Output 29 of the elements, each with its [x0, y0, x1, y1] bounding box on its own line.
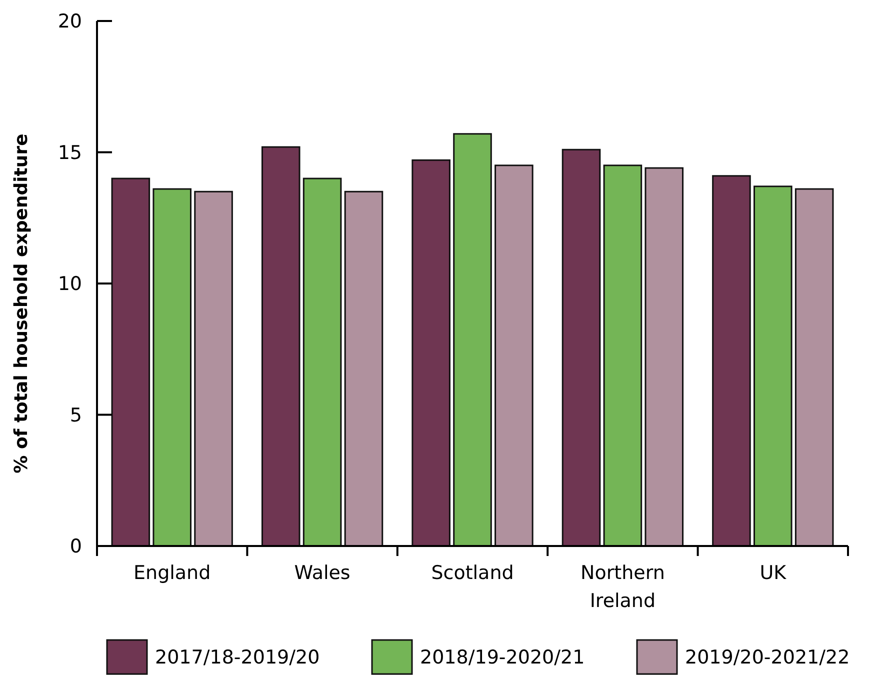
- bar: [453, 133, 492, 547]
- bar: [754, 186, 792, 547]
- bar: [344, 190, 384, 547]
- bar: [302, 178, 342, 547]
- legend-label: 2019/20-2021/22: [685, 646, 850, 669]
- x-tick-label: Scotland: [431, 562, 514, 584]
- y-axis-title: % of total household expenditure: [11, 134, 32, 474]
- y-tick-label: 15: [58, 142, 82, 164]
- bar: [412, 159, 450, 547]
- bar: [261, 146, 300, 547]
- legend-label: 2018/19-2020/21: [420, 646, 585, 669]
- bar: [562, 148, 601, 547]
- x-tick-label: England: [134, 562, 211, 584]
- bar: [494, 164, 534, 547]
- y-tick-label: 20: [58, 10, 82, 33]
- x-tick-label: Northern Ireland: [580, 562, 665, 612]
- bar: [794, 188, 834, 547]
- bar: [111, 178, 150, 547]
- bar: [712, 175, 751, 547]
- bar: [194, 190, 233, 547]
- bar: [603, 164, 642, 547]
- x-tick-label: UK: [760, 562, 787, 584]
- bar: [152, 188, 192, 547]
- y-tick-label: 10: [58, 273, 82, 296]
- y-tick-label: 0: [70, 536, 82, 558]
- legend-label: 2017/18-2019/20: [155, 646, 320, 669]
- y-tick-label: 5: [70, 404, 82, 426]
- bar: [644, 167, 684, 547]
- x-tick-label: Wales: [294, 562, 350, 584]
